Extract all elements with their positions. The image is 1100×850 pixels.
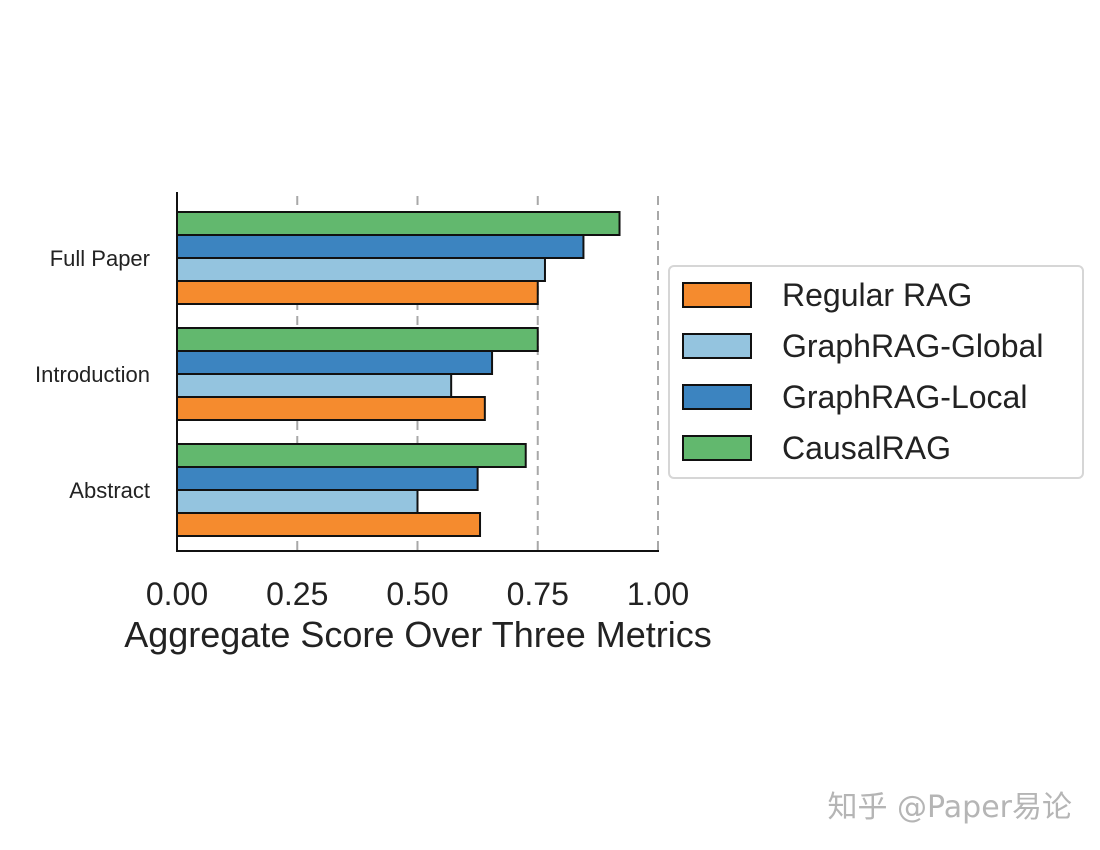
bar-graphrag-local-full-paper: [176, 234, 585, 259]
category-labels: Abstract Introduction Full Paper: [35, 246, 150, 503]
legend-swatch: [682, 435, 752, 461]
legend-label: GraphRAG-Local: [782, 378, 1028, 415]
bar-regular-rag-full-paper: [176, 280, 539, 305]
tick-labels: 0.00 0.25 0.50 0.75 1.00: [146, 576, 689, 612]
legend: Regular RAG GraphRAG-Global GraphRAG-Loc…: [668, 265, 1084, 479]
bar-causalrag-introduction: [176, 327, 539, 352]
x-tick-label: 0.25: [266, 576, 328, 612]
legend-swatch: [682, 384, 752, 410]
legend-item-graphrag-local: GraphRAG-Local: [682, 378, 1028, 415]
axes: [176, 192, 659, 552]
bar-causalrag-abstract: [176, 443, 527, 468]
category-label: Introduction: [35, 362, 150, 387]
legend-swatch: [682, 282, 752, 308]
legend-label: Regular RAG: [782, 276, 973, 313]
bar-graphrag-global-full-paper: [176, 257, 546, 282]
legend-swatch: [682, 333, 752, 359]
bar-graphrag-local-abstract: [176, 466, 479, 491]
bar-regular-rag-abstract: [176, 512, 482, 537]
bar-graphrag-global-introduction: [176, 373, 453, 398]
watermark: 知乎 @Paper易论: [827, 790, 1073, 825]
x-tick-label: 0.00: [146, 576, 208, 612]
category-label: Full Paper: [50, 246, 150, 271]
category-label: Abstract: [69, 478, 150, 503]
bar-graphrag-global-abstract: [176, 489, 419, 514]
bars: [176, 211, 621, 537]
legend-item-causalrag: CausalRAG: [682, 429, 951, 466]
legend-item-regular-rag: Regular RAG: [682, 276, 973, 313]
x-axis-title: Aggregate Score Over Three Metrics: [124, 614, 712, 655]
legend-label: GraphRAG-Global: [782, 327, 1044, 364]
bar-graphrag-local-introduction: [176, 350, 494, 375]
legend-label: CausalRAG: [782, 429, 951, 466]
bar-regular-rag-introduction: [176, 396, 486, 421]
x-tick-label: 0.50: [386, 576, 448, 612]
legend-item-graphrag-global: GraphRAG-Global: [682, 327, 1044, 364]
x-tick-label: 1.00: [627, 576, 689, 612]
x-tick-label: 0.75: [507, 576, 569, 612]
bar-causalrag-full-paper: [176, 211, 621, 236]
